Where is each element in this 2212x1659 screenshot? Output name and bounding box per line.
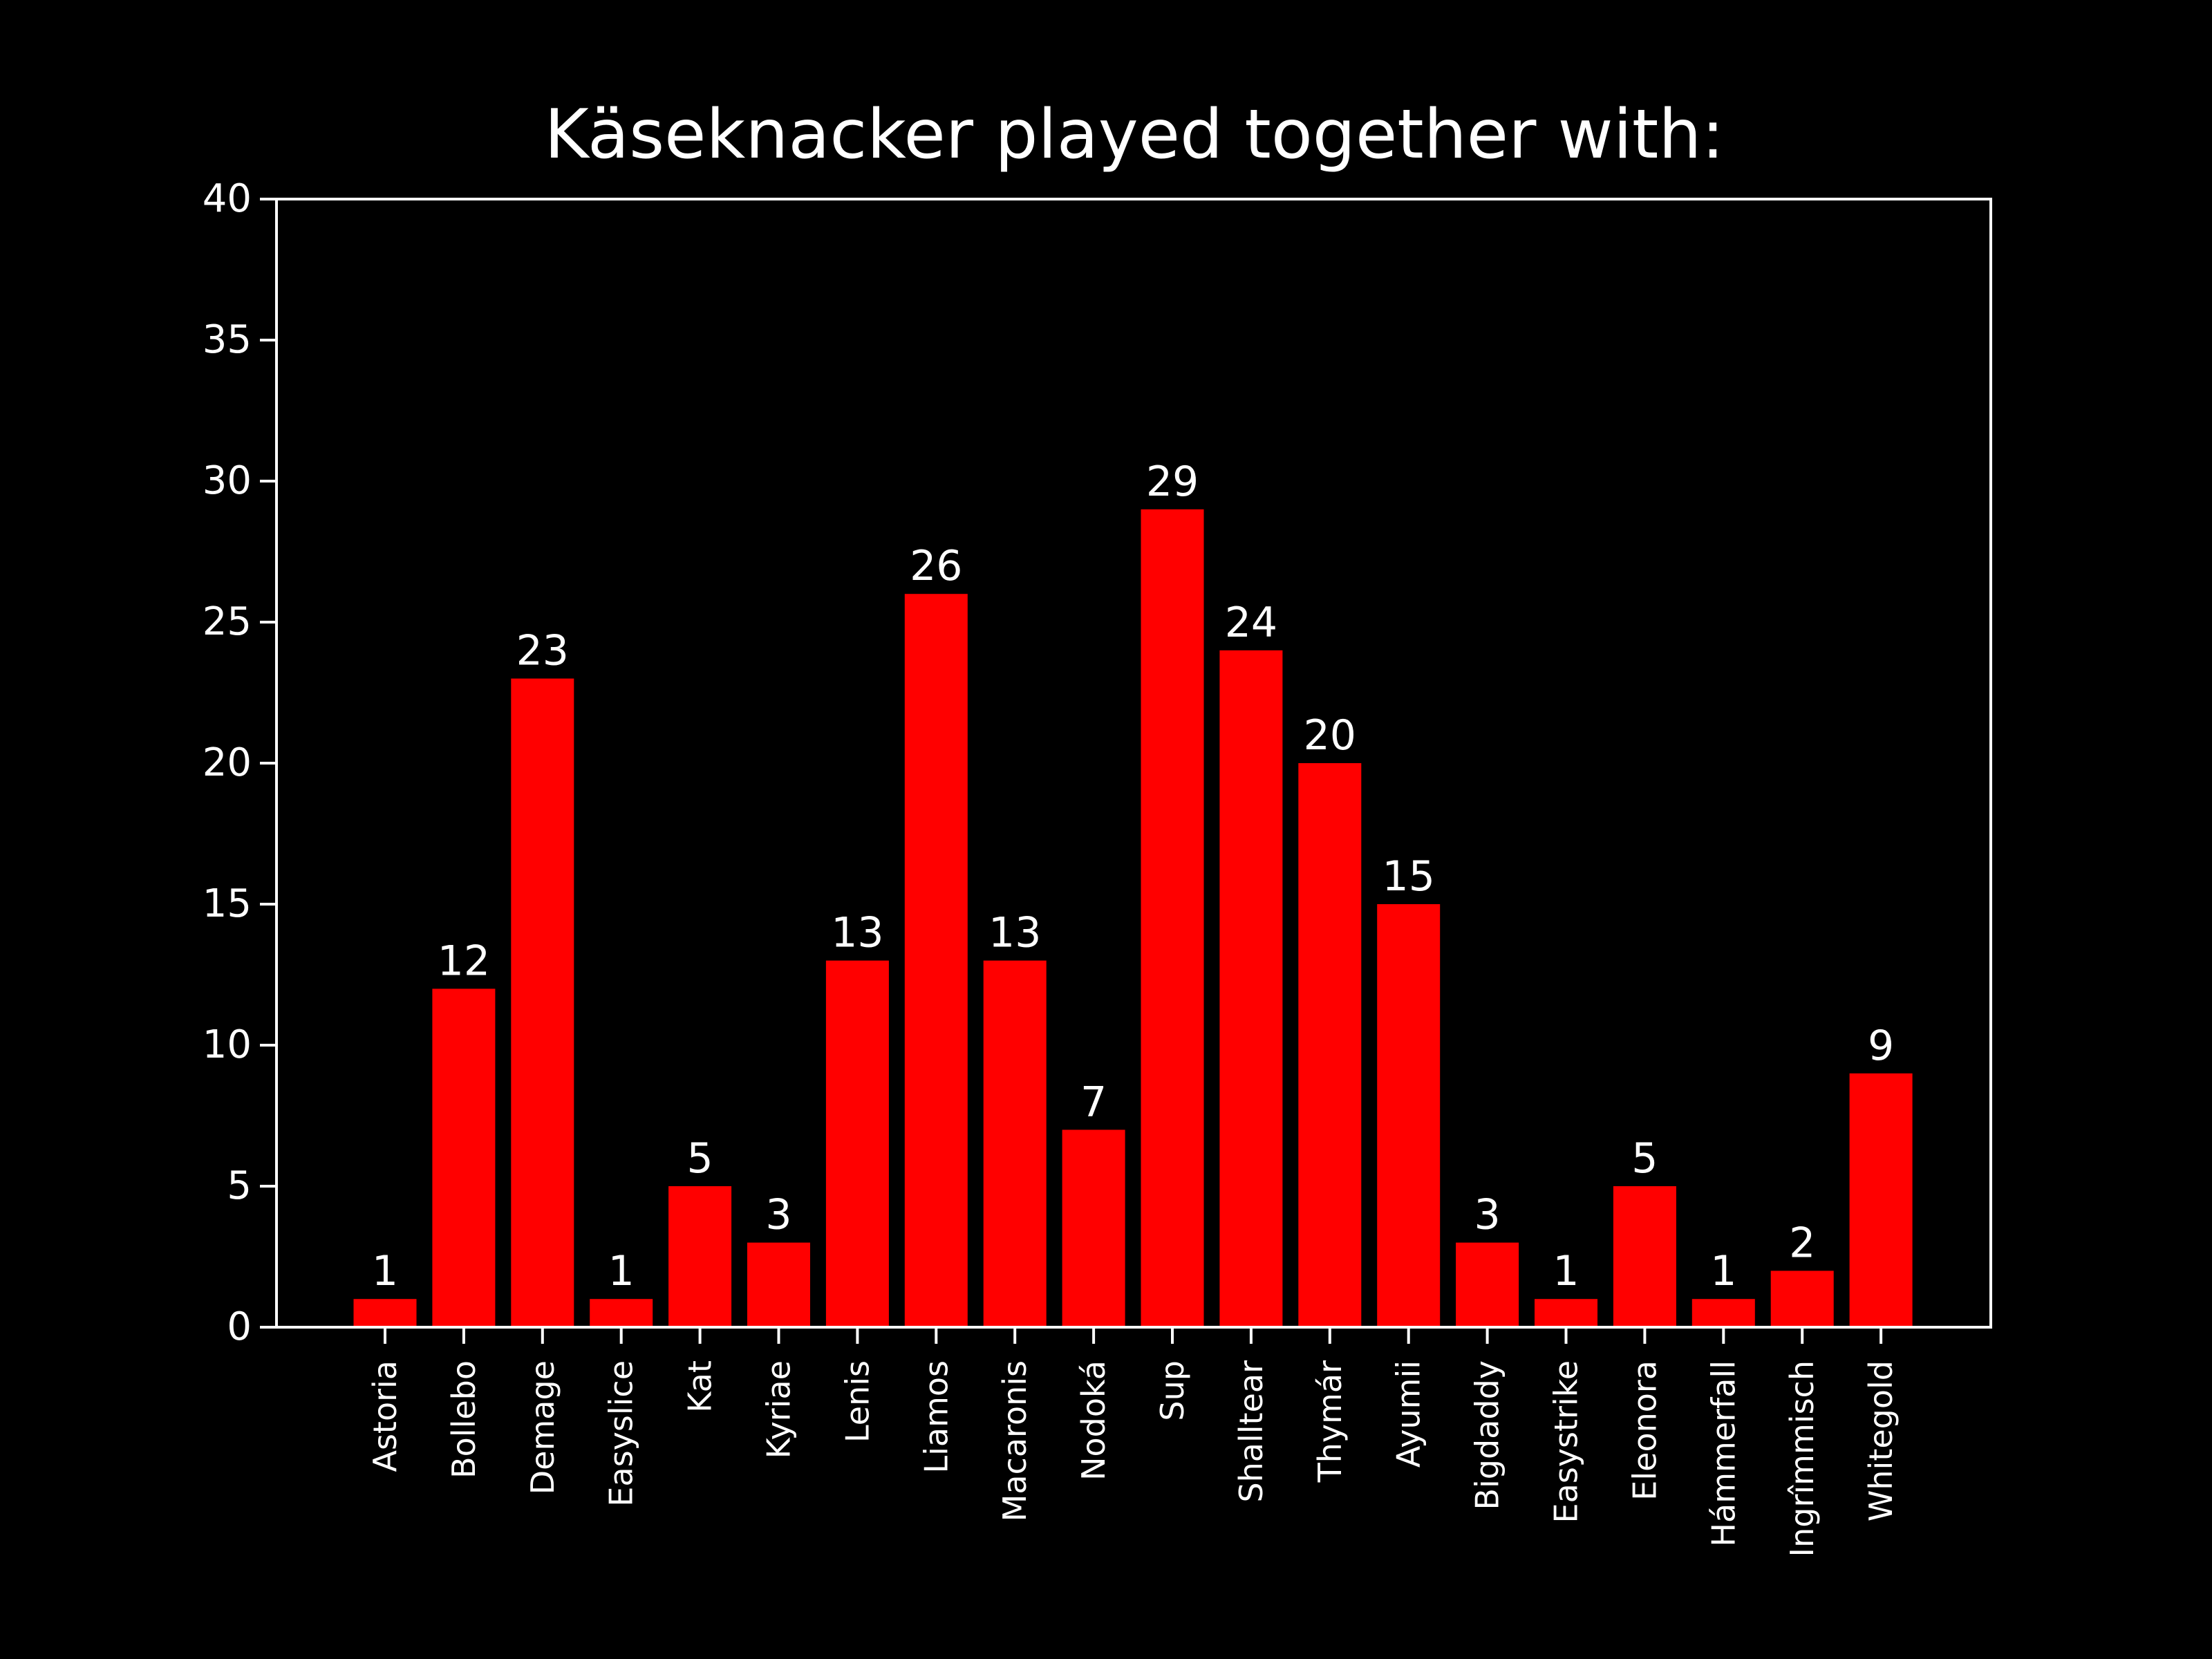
bar — [1535, 1299, 1597, 1327]
x-category-label: Kat — [682, 1360, 719, 1413]
y-tick-label: 25 — [203, 599, 252, 644]
x-category-label: Bollebo — [445, 1360, 482, 1479]
x-category-label: Nodoká — [1075, 1360, 1112, 1481]
bar — [1377, 904, 1441, 1327]
bar-value-label: 1 — [372, 1247, 398, 1295]
x-category-label: Demage — [524, 1360, 561, 1494]
x-category-label: Sup — [1154, 1360, 1191, 1421]
x-category-label: Easyslice — [603, 1360, 640, 1507]
bar — [1141, 509, 1204, 1327]
bar-value-label: 2 — [1789, 1219, 1815, 1267]
x-category-label: Eleonora — [1626, 1360, 1663, 1501]
chart-title: Käseknacker played together with: — [545, 95, 1725, 174]
bar — [1456, 1242, 1519, 1327]
bar — [1613, 1186, 1676, 1327]
bar-value-label: 12 — [438, 937, 490, 985]
bar-value-label: 1 — [1710, 1247, 1736, 1295]
y-tick-label: 15 — [203, 881, 252, 926]
x-category-label: Lenis — [838, 1360, 876, 1443]
y-tick-label: 30 — [203, 458, 252, 503]
y-tick-label: 5 — [227, 1163, 252, 1208]
bar-value-label: 1 — [1553, 1247, 1579, 1295]
bar — [904, 594, 968, 1328]
y-tick-label: 10 — [203, 1022, 252, 1067]
bar-value-label: 9 — [1868, 1022, 1894, 1070]
bar-value-label: 20 — [1304, 711, 1356, 760]
x-category-label: Ayumii — [1390, 1360, 1427, 1468]
bar — [1298, 763, 1362, 1327]
bar-value-label: 5 — [687, 1134, 713, 1183]
bar-value-label: 7 — [1080, 1078, 1107, 1126]
bar — [590, 1299, 653, 1327]
bar — [983, 960, 1047, 1327]
bar-value-label: 26 — [910, 542, 962, 590]
bar-value-label: 5 — [1631, 1134, 1658, 1183]
bar — [1219, 650, 1283, 1327]
bar — [1062, 1130, 1125, 1327]
x-category-label: Easystrike — [1548, 1360, 1585, 1523]
y-tick-label: 40 — [203, 176, 252, 221]
bar-value-label: 29 — [1146, 458, 1199, 506]
x-category-label: Thymár — [1311, 1360, 1349, 1483]
x-category-label: Whitegold — [1862, 1360, 1900, 1521]
x-category-label: Ingrîmmisch — [1783, 1360, 1821, 1557]
bar-value-label: 23 — [516, 627, 569, 675]
bar — [825, 960, 889, 1327]
plot-frame — [275, 198, 1992, 1329]
y-tick-label: 35 — [203, 317, 252, 362]
x-category-label: Liamos — [917, 1360, 955, 1474]
bar-value-label: 24 — [1225, 599, 1277, 647]
bar — [1849, 1073, 1913, 1327]
x-category-label: Macaronis — [996, 1360, 1033, 1521]
x-category-label: Shalltear — [1232, 1360, 1270, 1503]
bar — [511, 678, 574, 1327]
bar — [668, 1186, 732, 1327]
x-category-label: Hámmerfall — [1705, 1360, 1742, 1547]
y-tick-label: 0 — [227, 1304, 252, 1349]
y-tick-label: 20 — [203, 740, 252, 785]
bar — [432, 988, 496, 1327]
x-category-label: Astoria — [366, 1360, 404, 1472]
bar — [747, 1242, 810, 1327]
bar — [1691, 1299, 1755, 1327]
bar — [1770, 1271, 1834, 1327]
bar-value-label: 1 — [608, 1247, 635, 1295]
bar-value-label: 3 — [1474, 1191, 1501, 1239]
bar — [353, 1299, 417, 1327]
bar-value-label: 13 — [831, 909, 883, 957]
bar-value-label: 13 — [988, 909, 1041, 957]
x-category-label: Kyriae — [760, 1360, 798, 1459]
x-category-label: Bigdaddy — [1469, 1360, 1506, 1510]
bar-value-label: 15 — [1382, 852, 1435, 901]
bar-value-label: 3 — [765, 1191, 791, 1239]
